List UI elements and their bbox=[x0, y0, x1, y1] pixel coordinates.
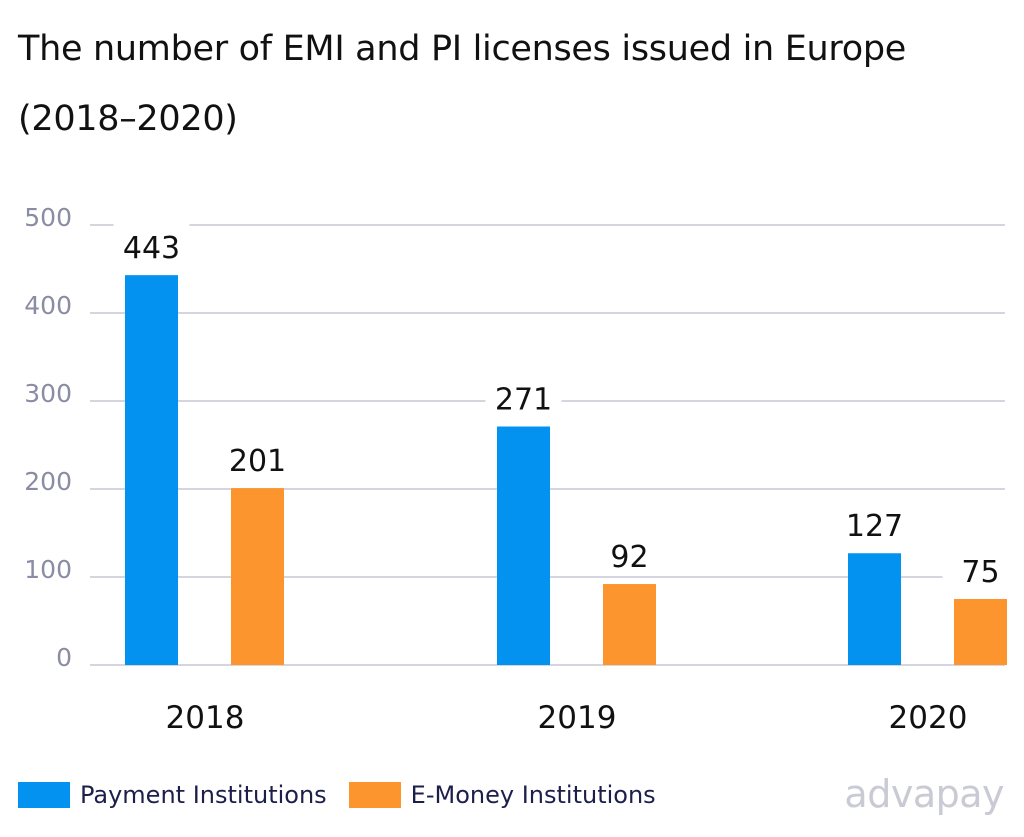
y-tick-label: 0 bbox=[56, 643, 72, 672]
bar-emoney-2018 bbox=[231, 488, 284, 665]
x-tick-label: 2019 bbox=[538, 700, 617, 736]
y-tick-label: 500 bbox=[24, 203, 72, 232]
legend: Payment Institutions E-Money Institution… bbox=[18, 781, 678, 809]
value-label: 443 bbox=[123, 231, 180, 266]
value-label-bg bbox=[836, 501, 913, 542]
brand-logo: advapay bbox=[844, 772, 1004, 816]
legend-swatch-payment bbox=[18, 782, 70, 808]
legend-item-payment: Payment Institutions bbox=[18, 781, 327, 809]
value-label-bg bbox=[942, 547, 1019, 587]
chart-title: The number of EMI and PI licenses issued… bbox=[18, 29, 906, 139]
legend-swatch-emoney bbox=[348, 782, 401, 808]
legend-label: E-Money Institutions bbox=[410, 781, 656, 809]
y-tick-label: 400 bbox=[24, 291, 72, 320]
bar-emoney-2020 bbox=[954, 599, 1007, 665]
legend-label: Payment Institutions bbox=[80, 781, 327, 809]
bar-payment-2018 bbox=[125, 275, 178, 665]
value-label: 75 bbox=[961, 555, 999, 590]
x-tick-label: 2020 bbox=[889, 700, 968, 736]
value-label-bg bbox=[591, 532, 668, 573]
value-label-bg bbox=[113, 223, 190, 264]
y-tick-label: 200 bbox=[24, 467, 72, 496]
y-tick-label: 100 bbox=[24, 555, 72, 584]
value-label: 201 bbox=[229, 444, 286, 479]
bar-emoney-2019 bbox=[603, 584, 656, 665]
value-label: 92 bbox=[610, 540, 648, 575]
x-tick-label: 2018 bbox=[166, 700, 245, 736]
y-tick-label: 300 bbox=[24, 379, 72, 408]
bar-payment-2020 bbox=[848, 553, 901, 665]
bar-payment-2019 bbox=[497, 426, 550, 665]
legend-item-emoney: E-Money Institutions bbox=[348, 781, 656, 809]
value-label-bg bbox=[219, 436, 296, 477]
value-label: 127 bbox=[846, 509, 903, 544]
value-label-bg bbox=[485, 374, 562, 415]
value-label: 271 bbox=[495, 383, 552, 418]
